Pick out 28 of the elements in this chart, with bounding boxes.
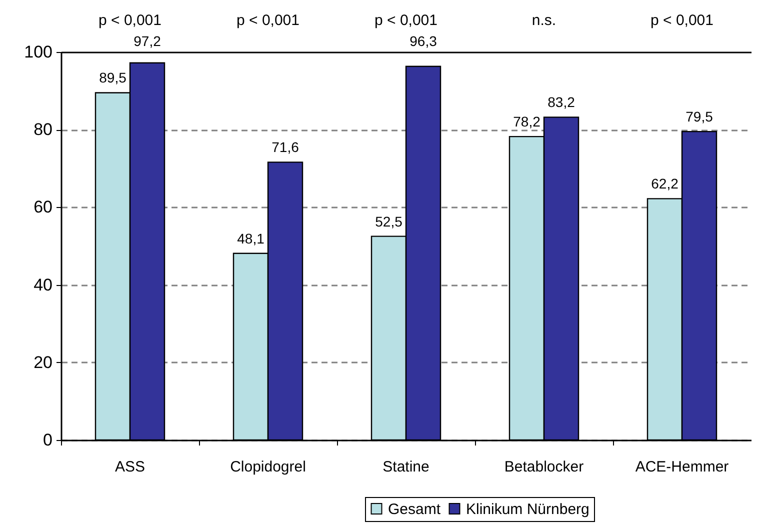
legend-label: Klinikum Nürnberg [466,500,590,518]
data-label: 96,3 [410,33,438,49]
data-label: 62,2 [651,176,679,192]
data-label: 52,5 [375,213,403,230]
y-tick-label: 20 [34,352,52,372]
data-label: 89,5 [99,70,127,86]
data-label: 97,2 [134,33,162,49]
y-tick-label: 0 [43,430,52,450]
x-tick-label: Betablocker [504,458,584,476]
text: p < 0,001 [650,12,714,29]
x-tick-label: ACE-Hemmer [635,458,729,476]
text: n.s. [532,12,556,29]
data-label: 78,2 [513,114,541,130]
text: p < 0,001 [236,12,300,29]
y-tick-label: 40 [34,275,52,294]
data-label: 79,5 [686,108,714,125]
x-tick-label: Statine [382,458,430,476]
legend-label: Gesamt [388,500,442,518]
data-label: 48,1 [237,230,265,246]
text: p < 0,001 [374,12,438,29]
x-tick-label: ASS [114,458,146,476]
y-tick-label: 80 [34,120,52,140]
text: p < 0,001 [98,12,162,29]
data-label: 71,6 [272,139,300,156]
y-tick-label: 60 [34,198,52,217]
x-tick-label: Clopidogrel [230,458,306,476]
y-tick-label: 100 [24,42,52,62]
data-label: 83,2 [548,94,576,110]
